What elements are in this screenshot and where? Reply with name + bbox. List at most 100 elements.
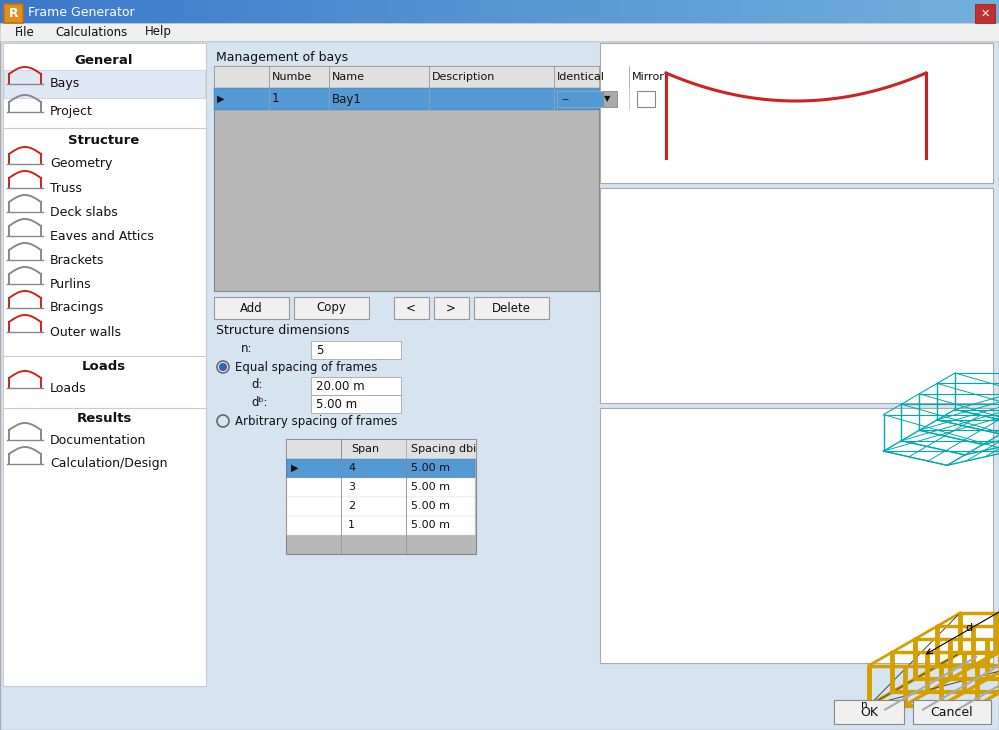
Bar xyxy=(583,0,584,25)
Bar xyxy=(721,0,722,25)
Bar xyxy=(703,0,704,25)
Bar xyxy=(27,0,28,25)
Bar xyxy=(60,0,61,25)
Bar xyxy=(802,0,803,25)
Bar xyxy=(612,0,613,25)
Bar xyxy=(874,0,875,25)
Bar xyxy=(930,0,931,25)
Bar xyxy=(446,0,447,25)
Bar xyxy=(349,0,350,25)
Bar xyxy=(229,0,230,25)
Bar xyxy=(839,0,840,25)
Bar xyxy=(308,0,309,25)
Text: 1: 1 xyxy=(348,520,355,530)
Bar xyxy=(735,0,736,25)
Bar xyxy=(595,0,596,25)
Bar xyxy=(660,0,661,25)
Bar xyxy=(810,0,811,25)
Bar xyxy=(812,0,813,25)
Bar xyxy=(563,0,564,25)
Bar xyxy=(483,0,484,25)
Bar xyxy=(491,0,492,25)
Bar xyxy=(831,0,832,25)
Bar xyxy=(590,0,591,25)
Bar xyxy=(683,0,684,25)
Bar xyxy=(828,0,829,25)
Bar xyxy=(13,0,14,25)
Bar xyxy=(185,0,186,25)
Bar xyxy=(47,0,48,25)
Bar xyxy=(232,0,233,25)
Text: Project: Project xyxy=(50,106,93,118)
Bar xyxy=(430,0,431,25)
Bar xyxy=(575,0,576,25)
Bar xyxy=(204,0,205,25)
Bar xyxy=(759,0,760,25)
Bar xyxy=(594,0,595,25)
Bar xyxy=(422,0,423,25)
Text: dᵇ:: dᵇ: xyxy=(251,396,268,410)
Bar xyxy=(312,0,313,25)
Bar xyxy=(410,0,411,25)
Bar xyxy=(545,0,546,25)
Bar xyxy=(535,0,536,25)
Bar xyxy=(646,0,647,25)
Bar xyxy=(342,0,343,25)
Text: Description: Description xyxy=(432,72,496,82)
Bar xyxy=(844,0,845,25)
Bar xyxy=(353,0,354,25)
Bar xyxy=(894,0,895,25)
Bar xyxy=(341,0,342,25)
Bar xyxy=(543,0,544,25)
Bar xyxy=(15,0,16,25)
Bar xyxy=(698,0,699,25)
Bar xyxy=(725,0,726,25)
Text: Arbitrary spacing of frames: Arbitrary spacing of frames xyxy=(235,415,398,428)
Bar xyxy=(414,0,415,25)
Bar xyxy=(54,0,55,25)
Bar xyxy=(795,0,796,25)
Bar xyxy=(514,0,515,25)
Bar xyxy=(733,0,734,25)
Bar xyxy=(197,0,198,25)
Bar xyxy=(730,0,731,25)
Bar xyxy=(222,0,223,25)
Bar xyxy=(624,0,625,25)
Bar xyxy=(214,0,215,25)
Bar xyxy=(992,0,993,25)
Bar xyxy=(842,0,843,25)
Bar xyxy=(315,0,316,25)
Bar xyxy=(109,0,110,25)
Bar xyxy=(290,0,291,25)
Bar xyxy=(580,0,581,25)
Bar xyxy=(669,0,670,25)
Bar xyxy=(508,0,509,25)
Text: Bay1: Bay1 xyxy=(332,93,362,106)
Bar xyxy=(129,0,130,25)
Bar xyxy=(906,0,907,25)
FancyBboxPatch shape xyxy=(0,41,999,730)
Bar xyxy=(537,0,538,25)
Bar xyxy=(520,0,521,25)
Bar xyxy=(36,0,37,25)
Bar xyxy=(905,0,906,25)
Bar xyxy=(734,0,735,25)
Bar xyxy=(50,0,51,25)
Bar xyxy=(211,0,212,25)
Bar xyxy=(393,0,394,25)
Bar xyxy=(697,0,698,25)
Bar xyxy=(912,0,913,25)
Bar xyxy=(143,0,144,25)
Bar xyxy=(161,0,162,25)
Bar xyxy=(183,0,184,25)
Bar xyxy=(615,0,616,25)
Bar xyxy=(814,0,815,25)
Bar xyxy=(649,0,650,25)
Bar xyxy=(860,0,861,25)
Bar xyxy=(252,0,253,25)
Bar xyxy=(782,0,783,25)
Bar xyxy=(524,0,525,25)
Bar xyxy=(169,0,170,25)
Bar xyxy=(110,0,111,25)
Bar xyxy=(277,0,278,25)
